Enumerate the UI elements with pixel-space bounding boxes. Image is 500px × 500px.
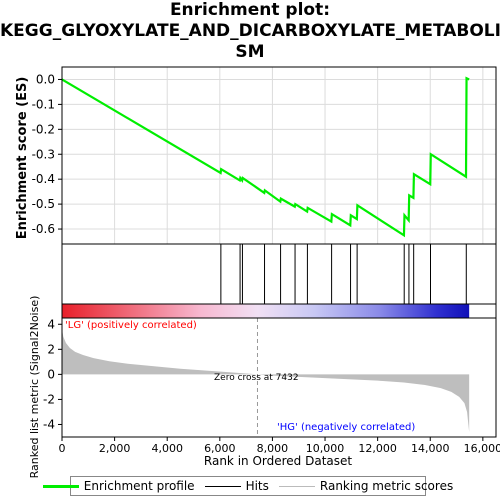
es-panel: 0.0 -0.1 -0.2 -0.3 -0.4 -0.5 -0.6 xyxy=(32,66,497,245)
hits-panel xyxy=(61,243,497,305)
es-tick-label: 0.0 xyxy=(36,72,55,86)
neg-correlation-label: 'HG' (negatively correlated) xyxy=(277,422,415,433)
es-tick-label: -0.6 xyxy=(32,222,55,236)
rank-color-bar xyxy=(61,303,497,319)
es-tick-label: -0.3 xyxy=(32,147,55,161)
es-tick-label: -0.2 xyxy=(32,122,55,136)
es-tick-label: -0.4 xyxy=(32,172,55,186)
x-tick-label: 16,000 xyxy=(464,442,500,455)
legend-item-ranking-metric: Ranking metric scores xyxy=(278,479,454,493)
x-tick-label: 4,000 xyxy=(151,442,183,455)
rank-gradient xyxy=(62,304,470,318)
x-tick-label: 6,000 xyxy=(204,442,236,455)
x-tick-label: 8,000 xyxy=(257,442,289,455)
legend-label: Ranking metric scores xyxy=(319,479,454,493)
x-tick-label: 2,000 xyxy=(99,442,131,455)
zero-cross-label: Zero cross at 7432 xyxy=(214,373,299,383)
es-tick-label: -0.1 xyxy=(32,97,55,111)
green-line-icon xyxy=(42,484,79,488)
metric-tick-label: 2 xyxy=(47,342,55,356)
legend: Enrichment profile Hits Ranking metric s… xyxy=(42,476,453,496)
es-axis-label: Enrichment score (ES) xyxy=(15,77,30,240)
x-tick-label: 10,000 xyxy=(306,442,345,455)
legend-label: Hits xyxy=(245,479,269,493)
metric-tick-label: 4 xyxy=(47,317,55,331)
es-tick-label: -0.5 xyxy=(32,197,55,211)
x-tick-label: 0 xyxy=(59,442,66,455)
pos-correlation-label: 'LG' (positively correlated) xyxy=(65,320,197,331)
x-axis-label: Rank in Ordered Dataset xyxy=(204,454,352,468)
plot-title-line-2: KEGG_GLYOXYLATE_AND_DICARBOXYLATE_METABO… xyxy=(0,21,500,41)
plot-title-line-3: SM xyxy=(235,42,265,62)
legend-item-hits: Hits xyxy=(204,479,269,493)
x-tick-label: 12,000 xyxy=(358,442,397,455)
hits-frame xyxy=(61,243,497,305)
black-line-icon xyxy=(204,485,241,487)
plot-title-line-1: Enrichment plot: xyxy=(169,0,331,20)
legend-item-enrichment-profile: Enrichment profile xyxy=(42,479,195,493)
metric-tick-label: -4 xyxy=(43,417,55,431)
plot-title: Enrichment plot: KEGG_GLYOXYLATE_AND_DIC… xyxy=(0,0,500,63)
metric-plot-frame xyxy=(61,317,497,438)
legend-label: Enrichment profile xyxy=(83,479,195,493)
x-tick-label: 14,000 xyxy=(411,442,450,455)
gray-line-icon xyxy=(278,485,315,487)
es-plot-area xyxy=(62,67,496,244)
metric-tick-label: 0 xyxy=(47,367,55,381)
metric-panel: 4 2 0 -2 -4 0 2,000 4,000 6,000 8,000 10,000 12,000… xyxy=(43,317,500,455)
metric-axis-label: Ranked list metric (Signal2Noise) xyxy=(28,296,41,479)
es-series-line xyxy=(61,76,470,238)
metric-area xyxy=(62,329,470,432)
metric-tick-label: -2 xyxy=(43,392,55,406)
